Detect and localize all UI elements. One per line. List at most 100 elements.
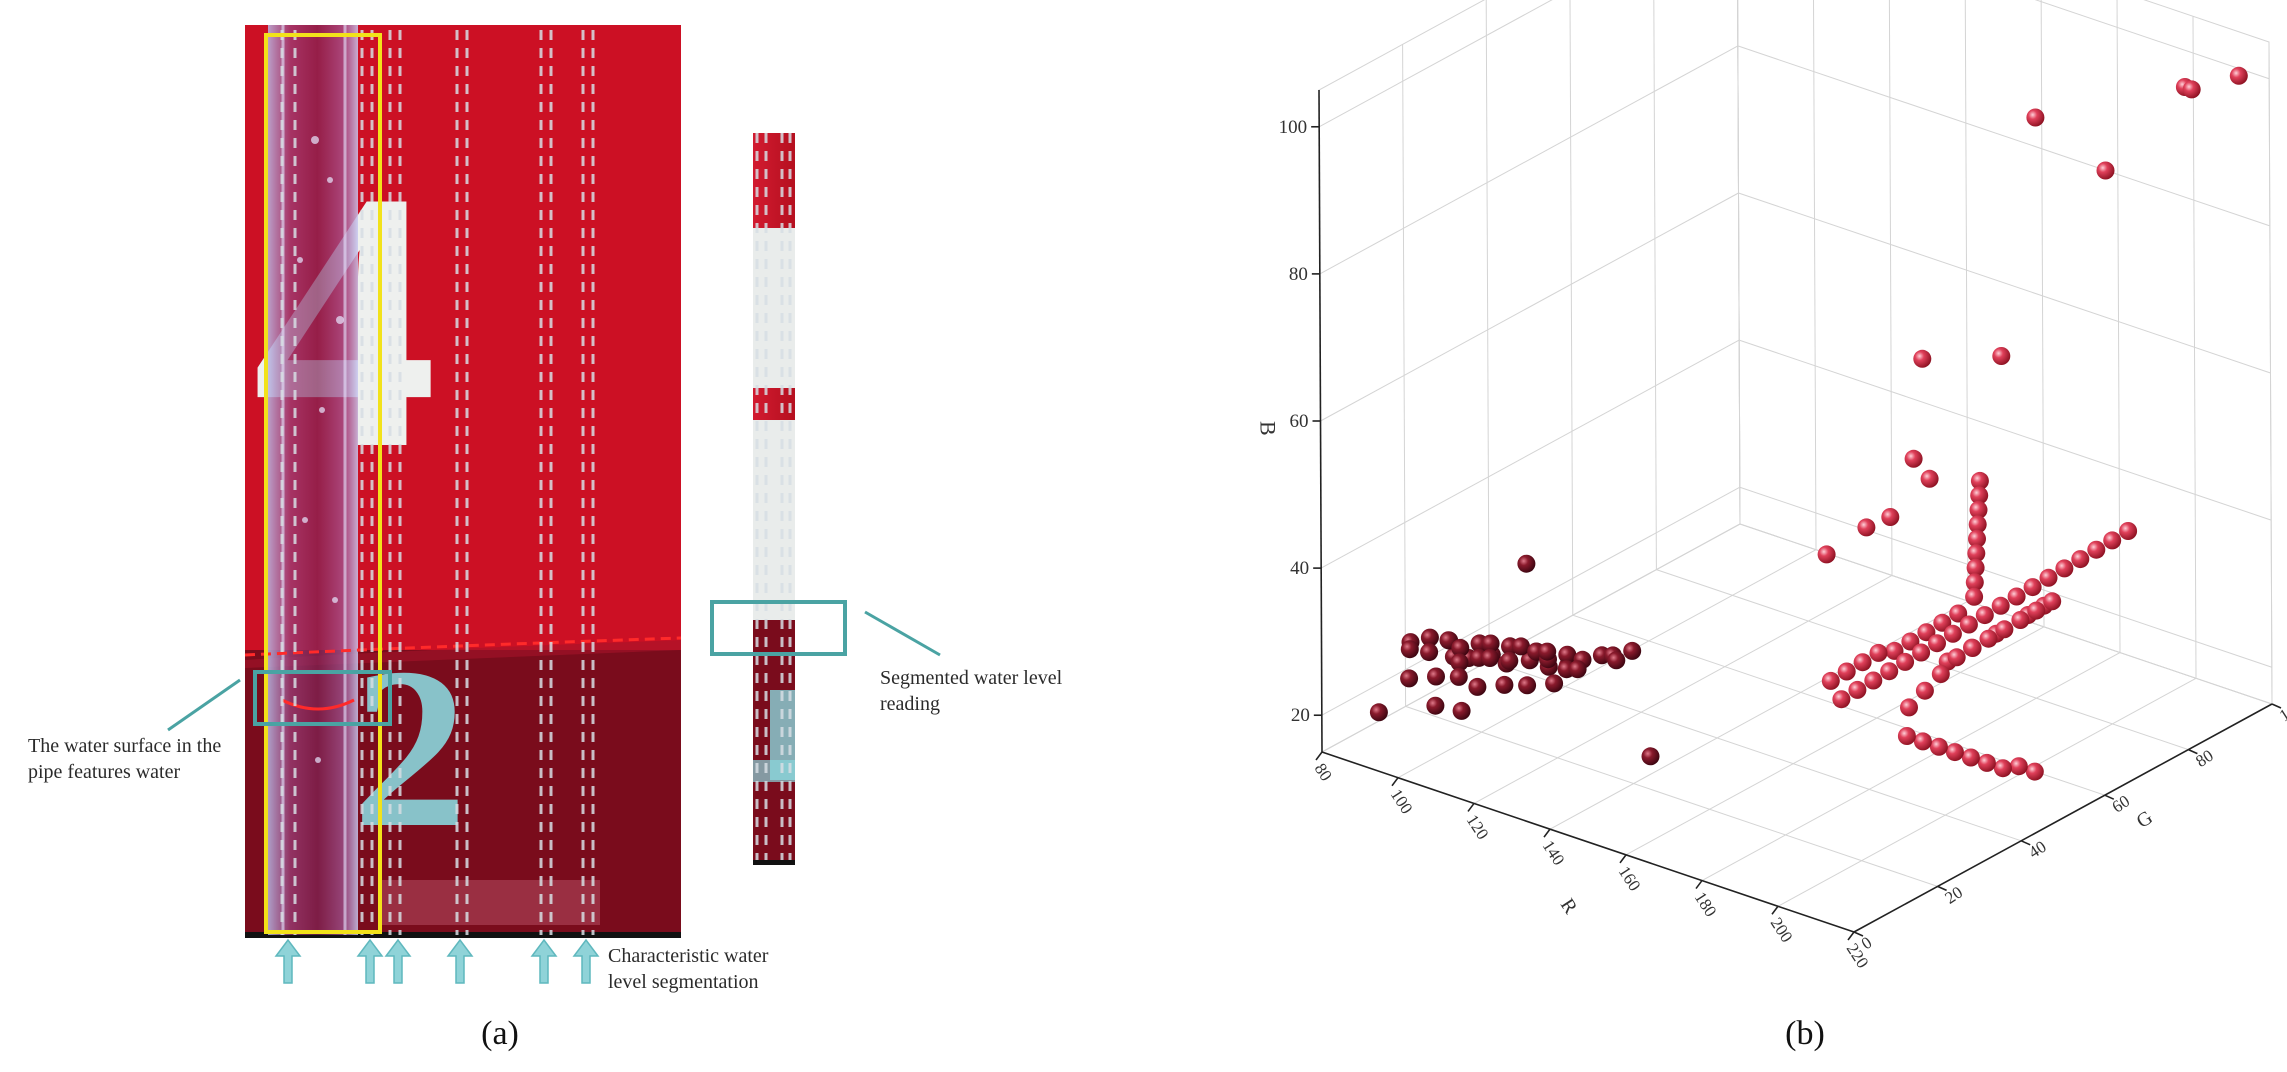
data-point-water [1623,642,1641,660]
data-point-gauge [1913,350,1931,368]
grid-line-x-floor [1778,678,2196,906]
segmented-reading-annotation: Segmented water level reading [880,665,1100,717]
data-point-gauge [2230,67,2248,85]
tick-label-b: 80 [1289,264,1308,285]
data-point-gauge [2071,550,2089,568]
data-point-gauge [1995,620,2013,638]
data-point-gauge [1962,749,1980,767]
tick-label-r: 120 [1463,811,1493,843]
grid-line-y-wall [1737,0,1740,524]
data-point-gauge [2087,541,2105,559]
data-point-gauge [1880,662,1898,680]
tick-r [1848,932,1854,940]
grid-line-x-wall [1813,0,1816,550]
tick-r [1696,881,1702,889]
data-point-gauge [2055,559,2073,577]
data-point-gauge [1898,727,1916,745]
data-point-water [1569,660,1587,678]
data-point-gauge [1838,663,1856,681]
data-point-water [1538,643,1556,661]
data-point-gauge [1822,672,1840,690]
data-point-gauge [2097,162,2115,180]
data-point-gauge [2010,757,2028,775]
tick-r [1392,778,1398,786]
data-point-gauge [1914,732,1932,750]
data-point-gauge [2026,109,2044,127]
data-point-water [1500,652,1518,670]
data-point-gauge [2040,569,2058,587]
tick-label-b: 60 [1290,411,1309,432]
panel-a-gauge-photo: 4 2 [0,0,1110,1067]
data-point-gauge [1857,518,1875,536]
data-point-gauge [1905,450,1923,468]
data-point-gauge [1946,743,1964,761]
data-point-gauge [1992,347,2010,365]
data-point-gauge [1818,545,1836,563]
data-point-gauge [1832,690,1850,708]
grid-line-z-backwall [1738,46,2270,226]
data-point-gauge [1976,606,1994,624]
tick-r [1544,829,1550,837]
tick-label-r: 100 [1387,786,1417,818]
segmentation-annotation: Characteristic water level segmentation [608,943,808,995]
grid-line-y-floor [1406,706,1938,886]
chart-grid [1319,0,2272,932]
data-point-gauge [2043,592,2061,610]
data-point-water [1370,703,1388,721]
grid-line-x-wall [1889,0,1892,575]
axis-title-r: R [1556,895,1582,919]
axis-line-r [1322,752,1854,932]
data-point-gauge [2011,611,2029,629]
segmentation-arrows [276,940,598,983]
data-point-water [1517,555,1535,573]
tick-label-b: 100 [1279,117,1308,138]
floor-plane [1322,524,2272,932]
tick-r [1468,803,1474,811]
data-point-water [1427,668,1445,686]
grid-line-z-wall [1321,193,1739,421]
caption-a: (a) [450,1015,550,1053]
data-point-gauge [1980,630,1998,648]
data-point-water [1400,669,1418,687]
tick-r [1772,906,1778,914]
data-point-gauge [1960,616,1978,634]
data-point-water [1518,676,1536,694]
grid-line-y-wall [1570,0,1573,615]
data-point-gauge [1848,681,1866,699]
data-point-gauge [1978,754,1996,772]
tick-label-g: 60 [2109,791,2134,816]
tick-label-r: 140 [1539,837,1569,869]
data-point-water [1642,747,1660,765]
data-point-gauge [1928,634,1946,652]
data-point-water [1545,674,1563,692]
gauge-digit-2: 2 [353,620,468,875]
grid-line-z-backwall [1737,0,2269,79]
data-point-gauge [1932,665,1950,683]
tick-label-r: 180 [1691,888,1721,920]
data-point-gauge [2027,602,2045,620]
grid-line-x-wall [2041,0,2044,627]
grid-line-z-wall [1320,46,1738,274]
tick-r [1620,855,1626,863]
grid-line-x-wall [1965,0,1968,601]
pipe-surface-annotation: The water surface in the pipe features w… [28,733,253,785]
tick-label-b: 40 [1290,558,1309,579]
tick-label-g: 80 [2192,746,2217,771]
data-point-gauge [1881,508,1899,526]
data-point-gauge [1921,470,1939,488]
data-point-gauge [1870,644,1888,662]
data-point-water [1453,702,1471,720]
data-point-water [1450,668,1468,686]
grid-line-x-wall [2117,0,2120,653]
data-point-gauge [2008,588,2026,606]
data-point-water [1401,640,1419,658]
tick-label-g: 100 [2276,696,2287,726]
data-point-gauge [1944,625,1962,643]
data-point-water [1426,697,1444,715]
data-point-gauge [2024,578,2042,596]
rgb-3d-scatter-chart: 8010012014016018020022002040608010020406… [1110,0,2287,1067]
data-point-gauge [1896,653,1914,671]
data-point-water [1495,676,1513,694]
data-point-gauge [1930,738,1948,756]
